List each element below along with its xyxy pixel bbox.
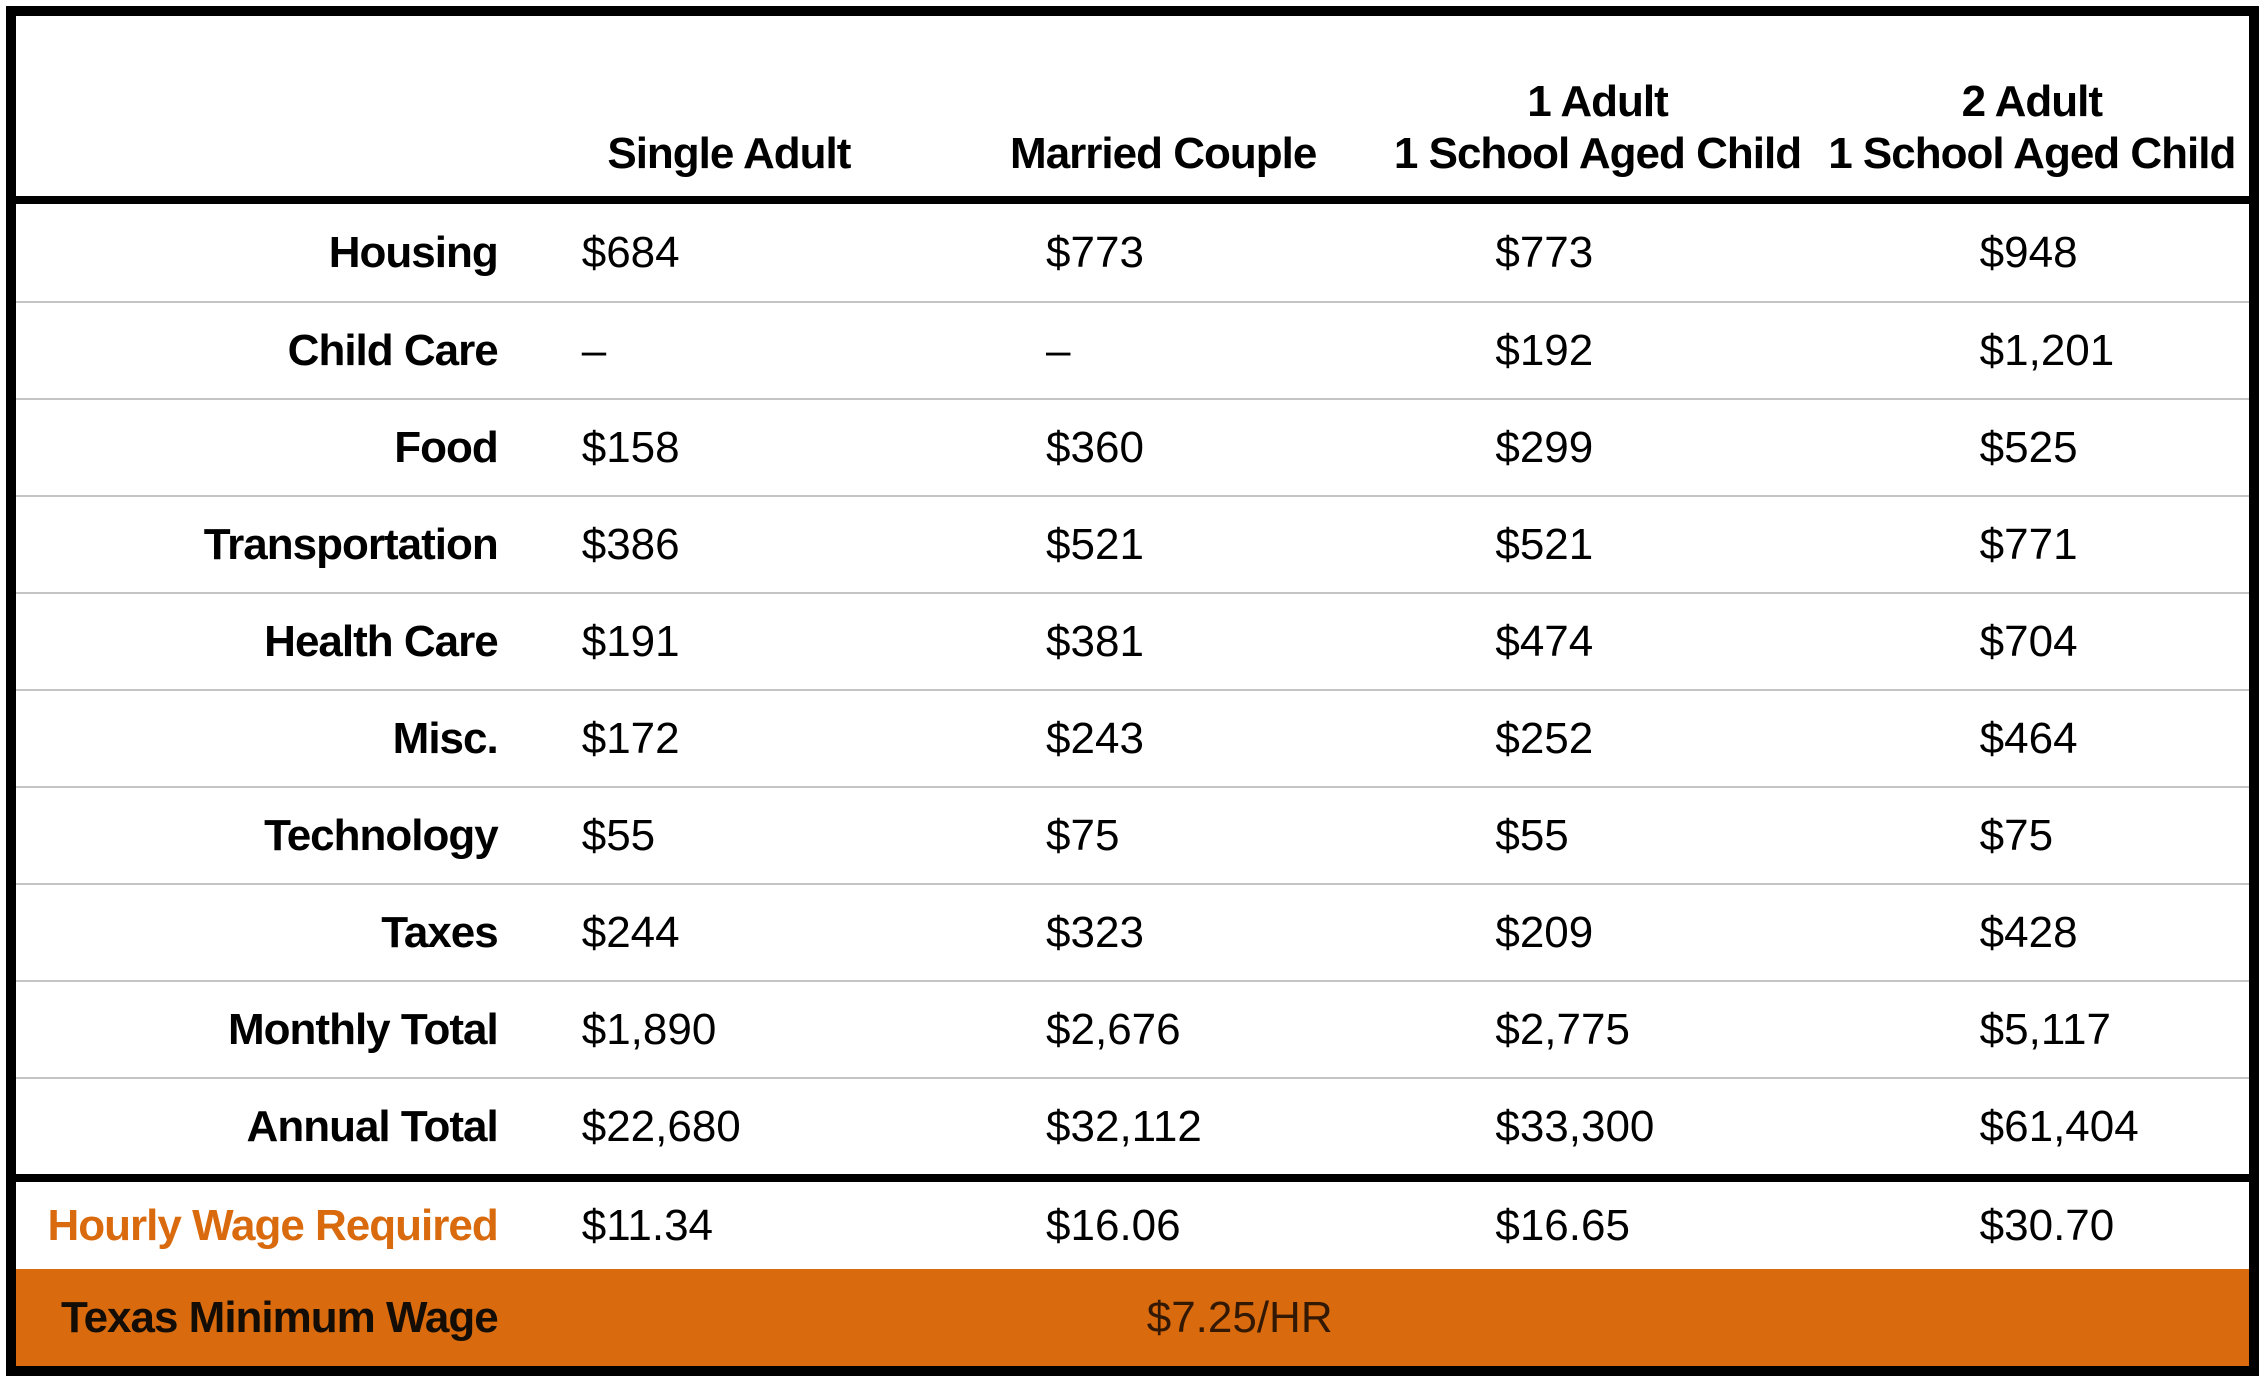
value-cell: $2,676 [1046, 1004, 1181, 1054]
value-cell: $16.06 [1046, 1200, 1181, 1250]
column-header-single-adult: Single Adult [512, 128, 946, 196]
column-header-line1: 2 Adult [1961, 77, 2103, 127]
value-cell: $16.65 [1495, 1200, 1630, 1250]
row-label: Texas Minimum Wage [60, 1292, 499, 1342]
value-cell: $704 [1979, 616, 2078, 666]
row-label: Annual Total [246, 1101, 499, 1151]
value-cell: $55 [581, 810, 656, 860]
table-row-hourly-wage-required: Hourly Wage Required $11.34 $16.06 $16.6… [16, 1174, 2249, 1269]
table-row-child-care: Child Care – – $192 $1,201 [16, 301, 2249, 398]
value-cell: $5,117 [1979, 1004, 2111, 1054]
value-cell: $172 [581, 713, 680, 763]
column-header-married-couple: Married Couple [946, 128, 1380, 196]
value-cell: $948 [1979, 227, 2078, 277]
column-header-line2: Single Adult [607, 129, 851, 179]
value-cell: $11.34 [581, 1200, 714, 1250]
value-cell: $75 [1046, 810, 1120, 860]
row-label: Technology [264, 810, 499, 860]
table-row-annual-total: Annual Total $22,680 $32,112 $33,300 $61… [16, 1077, 2249, 1174]
value-cell: $428 [1979, 907, 2078, 957]
table-row-texas-minimum-wage: Texas Minimum Wage $7.25/HR [16, 1269, 2249, 1366]
value-cell: $474 [1495, 616, 1594, 666]
row-label: Housing [328, 227, 499, 277]
value-cell: $209 [1495, 907, 1594, 957]
column-header-2-adult-1-school-aged-child: 2 Adult 1 School Aged Child [1815, 76, 2249, 196]
minimum-wage-value: $7.25/HR [1146, 1292, 1333, 1342]
table-header-row: Single Adult Married Couple 1 Adult 1 Sc… [16, 16, 2249, 204]
column-header-line2: 1 School Aged Child [1393, 129, 1802, 179]
value-cell: $386 [581, 519, 680, 569]
row-label: Food [394, 422, 499, 472]
value-cell: $243 [1046, 713, 1144, 763]
value-cell: $33,300 [1495, 1101, 1655, 1151]
row-label: Monthly Total [228, 1004, 499, 1054]
row-label: Transportation [203, 519, 499, 569]
column-header-1-adult-1-school-aged-child: 1 Adult 1 School Aged Child [1380, 76, 1814, 196]
value-cell: $191 [581, 616, 680, 666]
value-cell: $22,680 [581, 1101, 741, 1151]
table-row-food: Food $158 $360 $299 $525 [16, 398, 2249, 495]
row-label: Health Care [264, 616, 499, 666]
column-header-line1: 1 Adult [1527, 77, 1668, 127]
row-label: Misc. [392, 713, 499, 763]
value-cell: $381 [1046, 616, 1144, 666]
table-row-misc: Misc. $172 $243 $252 $464 [16, 689, 2249, 786]
table-row-transportation: Transportation $386 $521 $521 $771 [16, 495, 2249, 592]
column-header-line2: Married Couple [1010, 129, 1317, 179]
column-header-line2: 1 School Aged Child [1828, 129, 2236, 179]
value-cell: $32,112 [1046, 1101, 1202, 1151]
value-cell: $464 [1979, 713, 2078, 763]
value-cell: $1,890 [581, 1004, 717, 1054]
row-label: Hourly Wage Required [47, 1200, 499, 1250]
table: Single Adult Married Couple 1 Adult 1 Sc… [6, 6, 2259, 1376]
table-row-taxes: Taxes $244 $323 $209 $428 [16, 883, 2249, 980]
value-cell: $244 [581, 907, 680, 957]
value-cell: $1,201 [1979, 325, 2115, 375]
row-label: Taxes [381, 907, 498, 957]
value-cell: – [1046, 325, 1071, 375]
value-cell: $521 [1495, 519, 1594, 569]
value-cell: $360 [1046, 422, 1144, 472]
value-cell: – [581, 325, 607, 375]
value-cell: $521 [1046, 519, 1144, 569]
value-cell: $158 [581, 422, 680, 472]
value-cell: $525 [1979, 422, 2078, 472]
table-row-health-care: Health Care $191 $381 $474 $704 [16, 592, 2249, 689]
table-row-monthly-total: Monthly Total $1,890 $2,676 $2,775 $5,11… [16, 980, 2249, 1077]
value-cell: $2,775 [1495, 1004, 1630, 1054]
value-cell: $55 [1495, 810, 1569, 860]
row-label: Child Care [287, 325, 499, 375]
value-cell: $299 [1495, 422, 1594, 472]
value-cell: $771 [1979, 519, 2078, 569]
table-row-housing: Housing $684 $773 $773 $948 [16, 204, 2249, 301]
value-cell: $684 [581, 227, 680, 277]
value-cell: $323 [1046, 907, 1144, 957]
value-cell: $773 [1046, 227, 1144, 277]
value-cell: $61,404 [1979, 1101, 2139, 1151]
table-row-technology: Technology $55 $75 $55 $75 [16, 786, 2249, 883]
value-cell: $773 [1495, 227, 1594, 277]
value-cell: $252 [1495, 713, 1594, 763]
value-cell: $30.70 [1979, 1200, 2115, 1250]
value-cell: $192 [1495, 325, 1594, 375]
value-cell: $75 [1979, 810, 2054, 860]
